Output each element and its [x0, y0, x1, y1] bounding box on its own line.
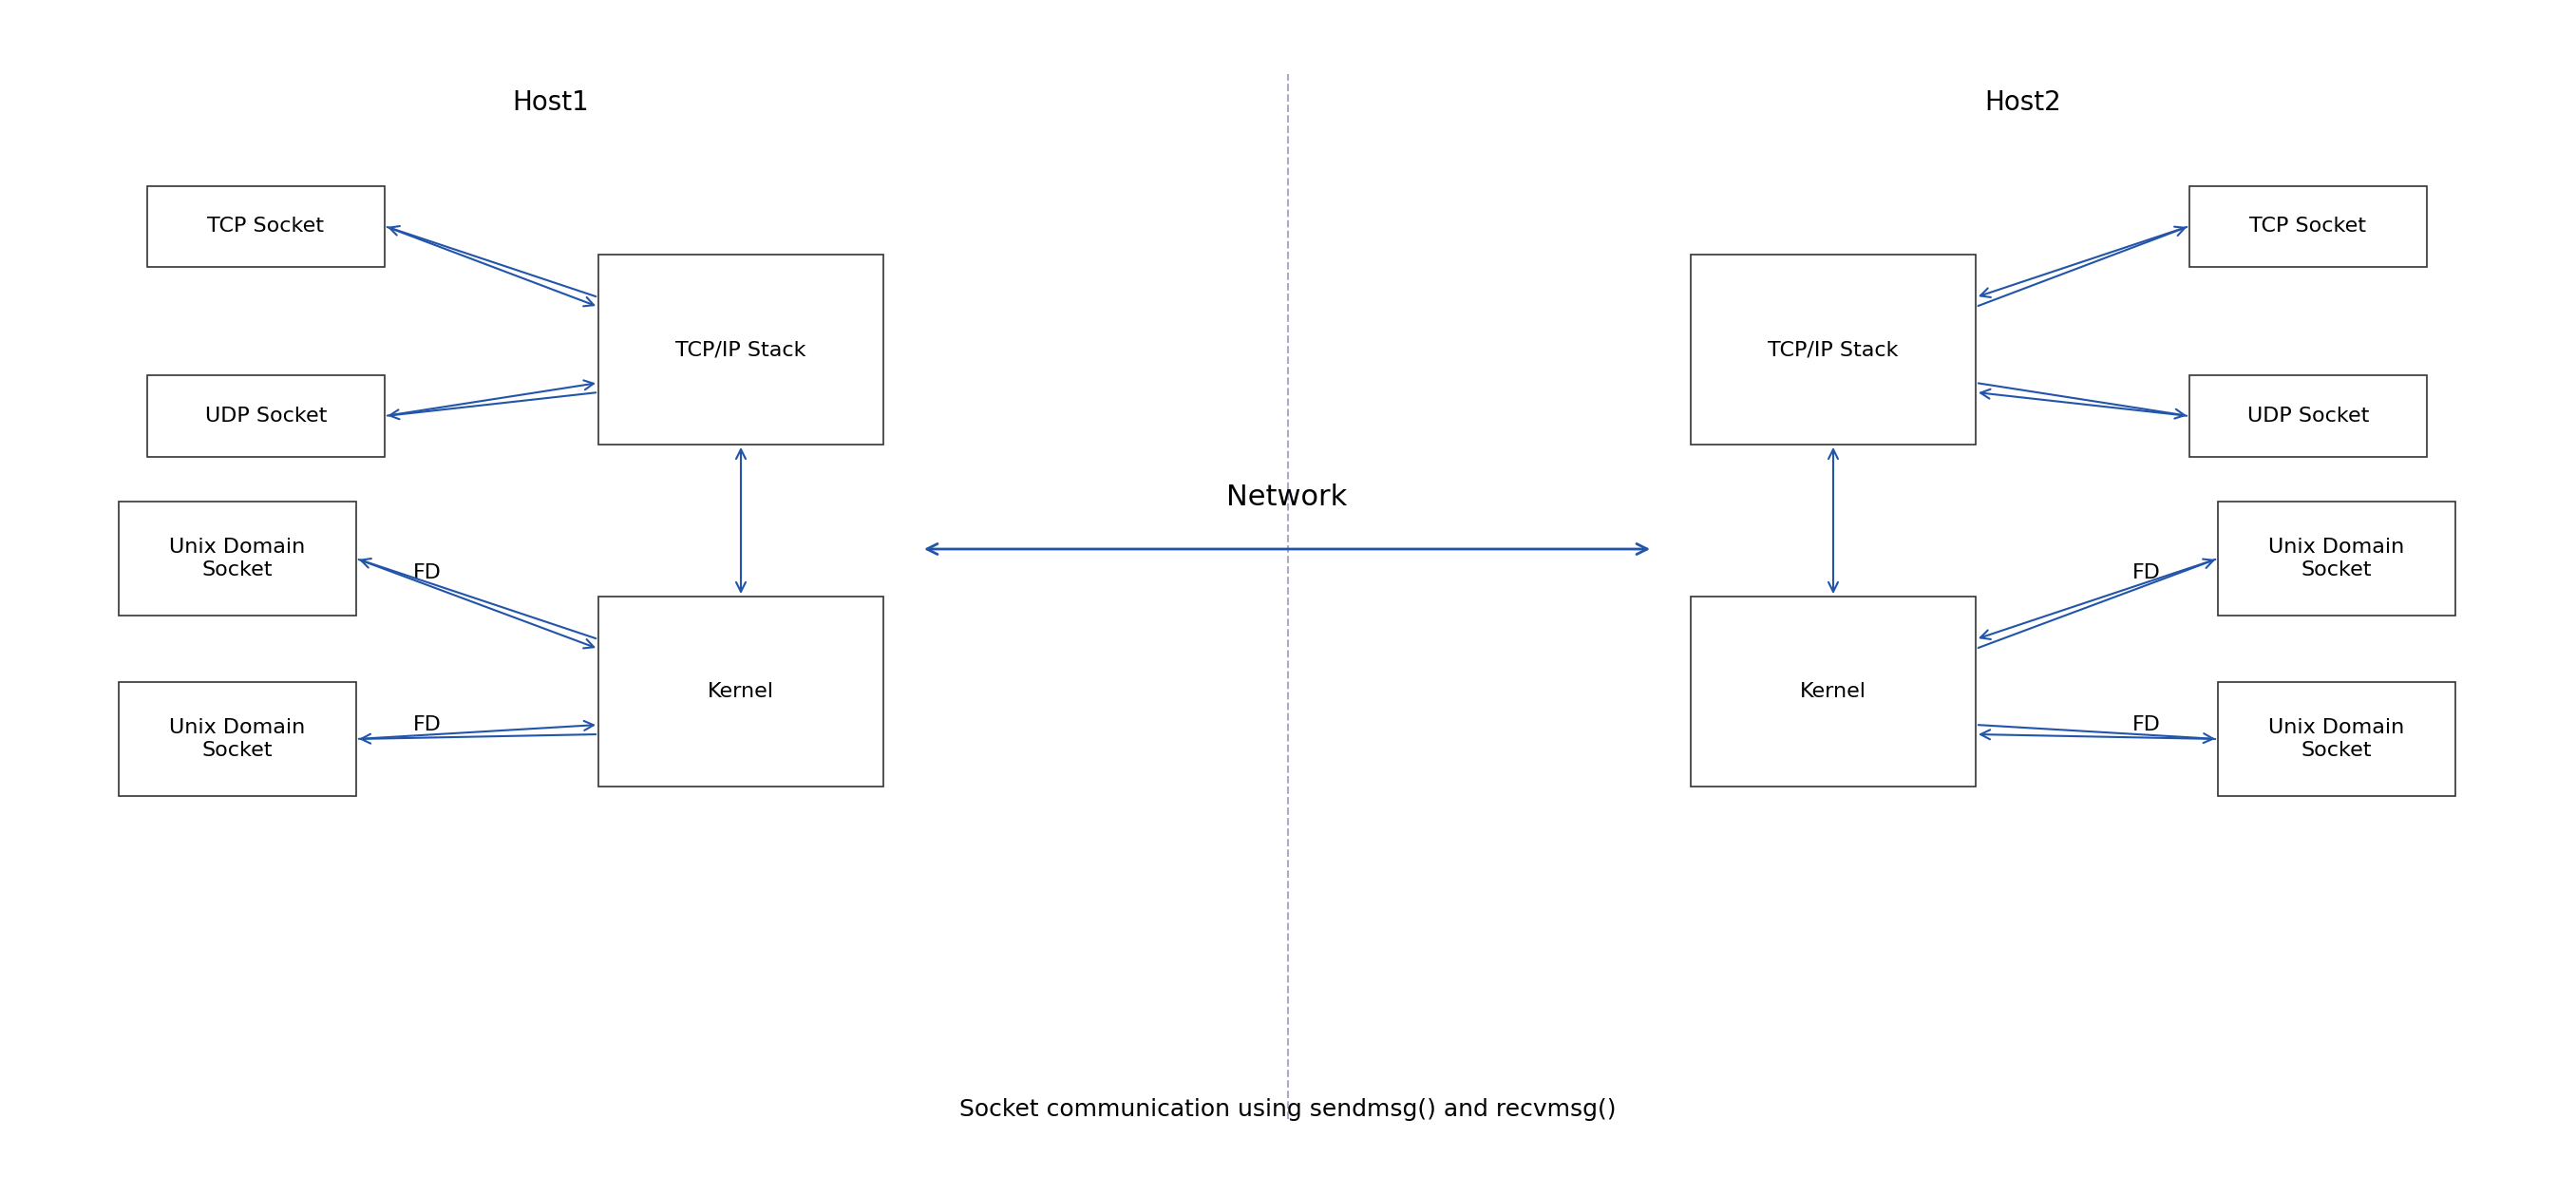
Bar: [147, 375, 384, 456]
Text: Kernel: Kernel: [1801, 682, 1868, 701]
Text: Network: Network: [1226, 483, 1347, 510]
Text: Unix Domain
Socket: Unix Domain Socket: [170, 718, 307, 760]
Text: FD: FD: [2133, 716, 2161, 734]
Bar: [1690, 596, 1976, 786]
Text: FD: FD: [412, 716, 440, 734]
Text: Kernel: Kernel: [708, 682, 775, 701]
Text: Host2: Host2: [1986, 90, 2061, 116]
Bar: [2218, 682, 2455, 796]
Bar: [118, 682, 355, 796]
Bar: [598, 596, 884, 786]
Text: FD: FD: [2133, 563, 2161, 582]
Text: Socket communication using sendmsg() and recvmsg(): Socket communication using sendmsg() and…: [961, 1098, 1615, 1121]
Text: FD: FD: [412, 563, 440, 582]
Bar: [2218, 502, 2455, 615]
Bar: [598, 255, 884, 445]
Text: UDP Socket: UDP Socket: [2246, 406, 2370, 425]
Bar: [2190, 185, 2427, 266]
Text: Unix Domain
Socket: Unix Domain Socket: [170, 538, 307, 580]
Text: TCP Socket: TCP Socket: [2249, 216, 2367, 235]
Text: Unix Domain
Socket: Unix Domain Socket: [2269, 718, 2403, 760]
Text: Host1: Host1: [513, 90, 590, 116]
Bar: [2190, 375, 2427, 456]
Bar: [147, 185, 384, 266]
Text: UDP Socket: UDP Socket: [206, 406, 327, 425]
Bar: [118, 502, 355, 615]
Text: TCP Socket: TCP Socket: [209, 216, 325, 235]
Text: TCP/IP Stack: TCP/IP Stack: [1767, 341, 1899, 358]
Text: TCP/IP Stack: TCP/IP Stack: [675, 341, 806, 358]
Bar: [1690, 255, 1976, 445]
Text: Unix Domain
Socket: Unix Domain Socket: [2269, 538, 2403, 580]
